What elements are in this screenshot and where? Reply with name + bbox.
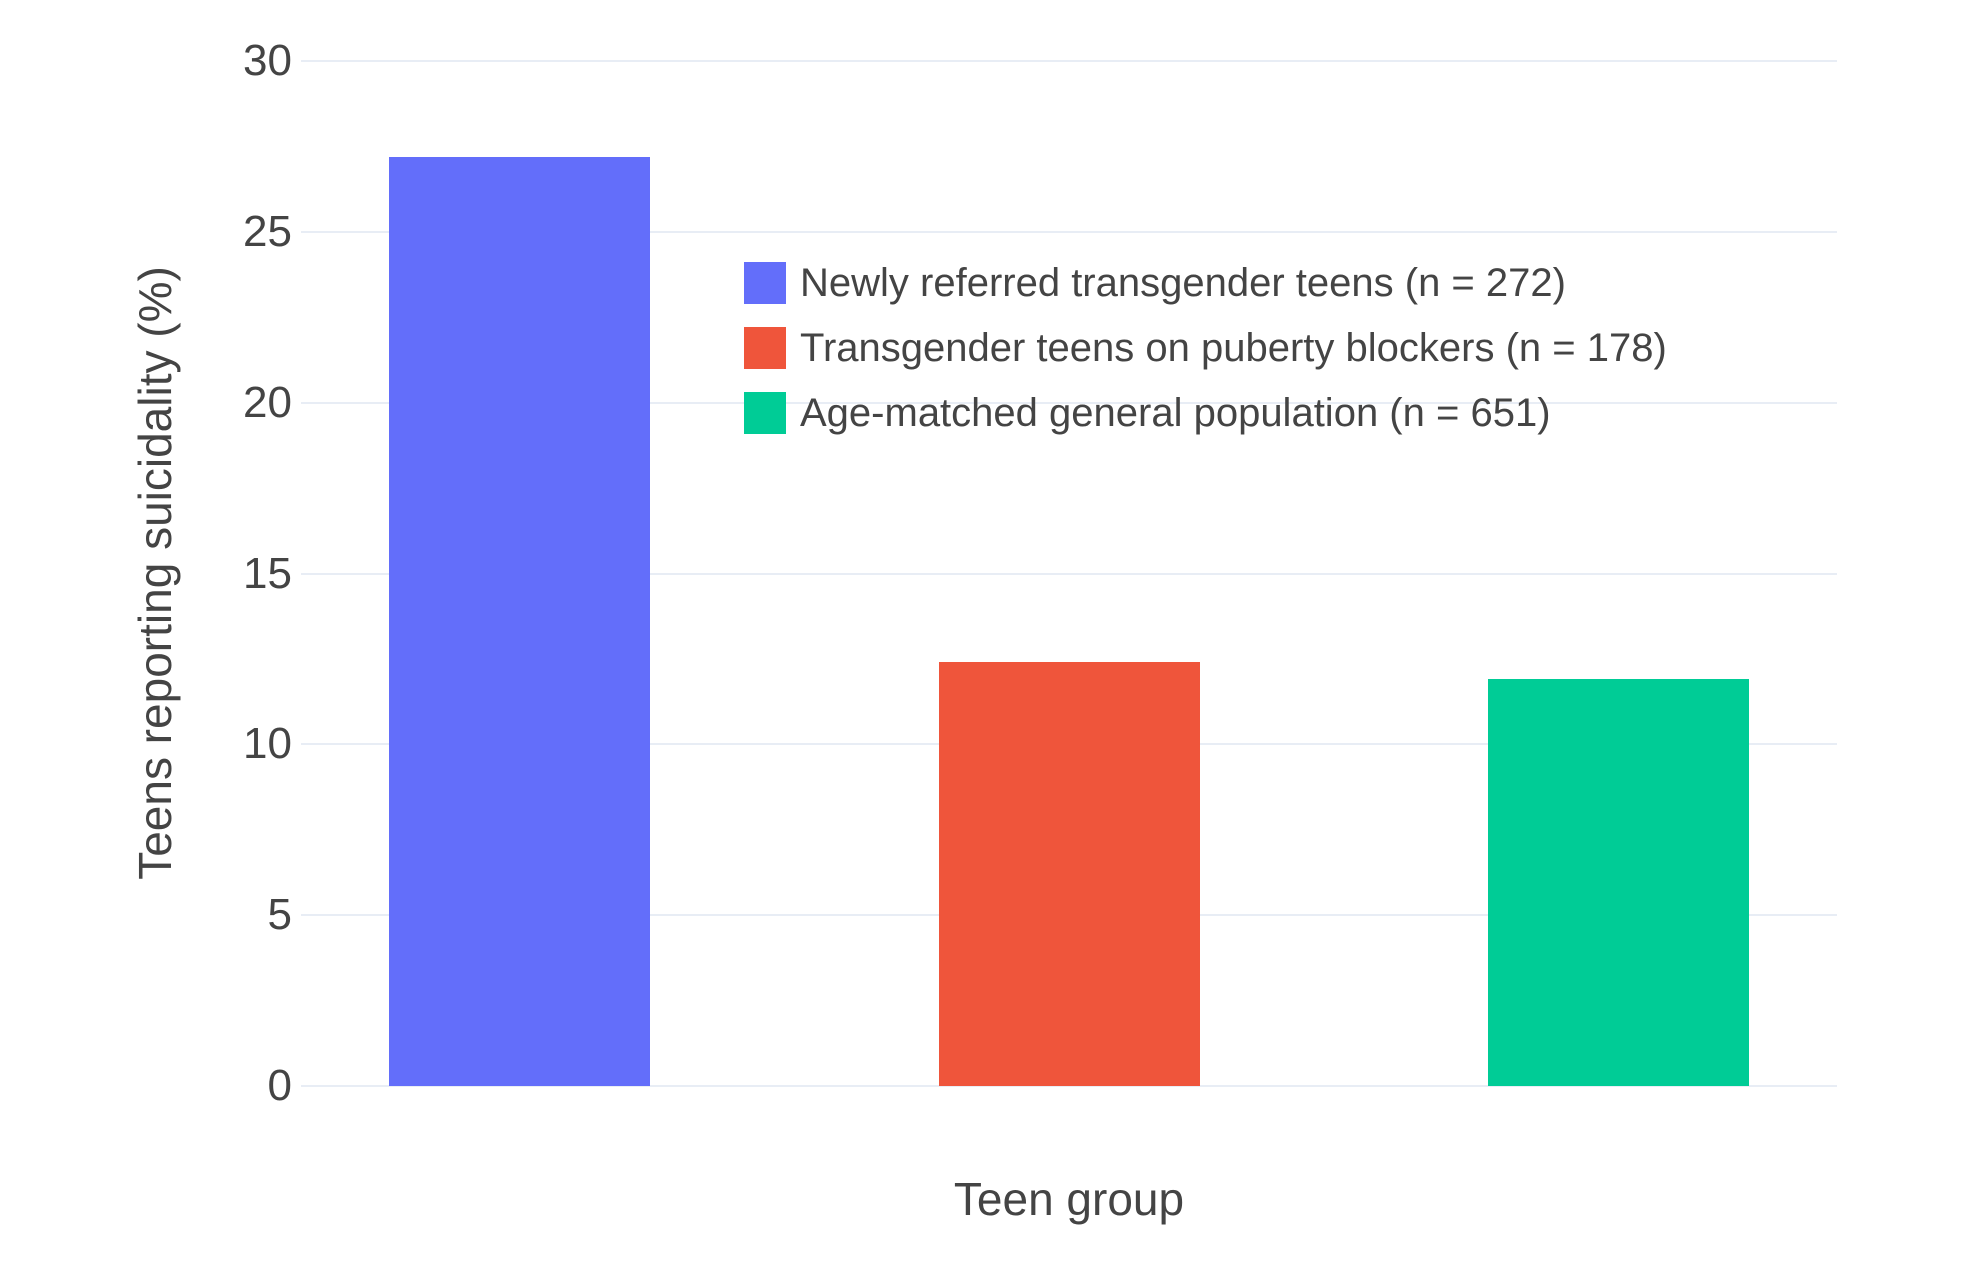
legend-item-1: Transgender teens on puberty blockers (n… [744, 325, 1667, 370]
y-tick-label-25: 25 [243, 206, 292, 256]
gridline-y-15 [301, 572, 1837, 575]
plot-area [301, 60, 1837, 1087]
y-tick-label-10: 10 [243, 719, 292, 769]
legend-swatch-0 [744, 262, 786, 304]
gridline-y-0 [301, 1085, 1837, 1087]
y-tick-label-20: 20 [243, 377, 292, 427]
legend-item-0: Newly referred transgender teens (n = 27… [744, 260, 1667, 305]
legend: Newly referred transgender teens (n = 27… [744, 260, 1667, 457]
x-axis-title: Teen group [953, 1173, 1185, 1225]
gridline-y-30 [301, 60, 1837, 62]
bar-1 [939, 662, 1200, 1086]
gridline-y-25 [301, 230, 1837, 233]
legend-item-2: Age-matched general population (n = 651) [744, 390, 1667, 435]
gridline-y-20 [301, 401, 1837, 404]
y-axis-tick-labels: 0 5 10 15 20 25 30 [0, 0, 292, 1269]
legend-label-2: Age-matched general population (n = 651) [800, 390, 1551, 435]
legend-label-0: Newly referred transgender teens (n = 27… [800, 260, 1566, 305]
y-tick-label-5: 5 [267, 890, 292, 940]
legend-swatch-2 [744, 392, 786, 434]
bar-2 [1488, 679, 1749, 1086]
legend-label-1: Transgender teens on puberty blockers (n… [800, 325, 1667, 370]
legend-swatch-1 [744, 327, 786, 369]
y-tick-label-15: 15 [243, 548, 292, 598]
bar-0 [389, 157, 650, 1086]
y-tick-label-0: 0 [267, 1061, 292, 1110]
y-tick-label-30: 30 [243, 36, 292, 85]
